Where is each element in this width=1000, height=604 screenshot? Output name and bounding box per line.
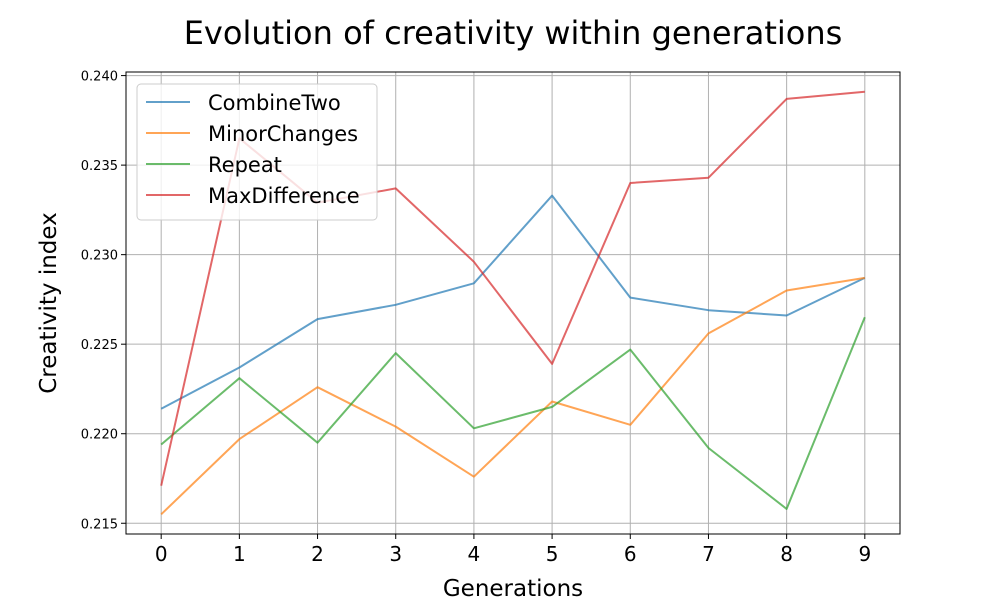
x-tick-label: 6 bbox=[624, 542, 637, 566]
y-tick-label: 0.230 bbox=[81, 249, 118, 264]
y-tick-label: 0.235 bbox=[81, 159, 118, 174]
plot-frame bbox=[125, 71, 901, 535]
legend-label: MinorChanges bbox=[208, 122, 358, 146]
x-tick-label: 7 bbox=[702, 542, 715, 566]
x-tick-label: 9 bbox=[858, 542, 871, 566]
chart-title: Evolution of creativity within generatio… bbox=[184, 14, 843, 52]
x-axis-label: Generations bbox=[443, 576, 583, 600]
y-tick-label: 0.220 bbox=[81, 428, 118, 443]
x-tick-label: 3 bbox=[389, 542, 402, 566]
y-tick-label: 0.240 bbox=[81, 70, 118, 85]
y-tick-label: 0.225 bbox=[81, 338, 118, 353]
y-tick-label: 0.215 bbox=[81, 517, 118, 532]
x-tick-label: 1 bbox=[233, 542, 246, 566]
x-tick-label: 5 bbox=[546, 542, 559, 566]
legend: CombineTwo MinorChanges Repeat MaxDifferenc… bbox=[136, 83, 378, 221]
y-axis-label: Creativity index bbox=[36, 212, 62, 394]
legend-label: CombineTwo bbox=[208, 91, 341, 115]
legend-label: MaxDifference bbox=[208, 184, 360, 208]
x-tick-label: 2 bbox=[311, 542, 324, 566]
x-axis-ticks: 0 1 2 3 4 5 6 7 8 9 bbox=[155, 534, 871, 566]
legend-label: Repeat bbox=[208, 153, 282, 177]
series-line-combinetwo bbox=[160, 194, 866, 410]
legend-frame bbox=[136, 83, 378, 221]
y-axis-ticks: 0.215 0.220 0.225 0.230 0.235 0.240 bbox=[81, 70, 126, 532]
x-tick-label: 4 bbox=[468, 542, 481, 566]
series-lines bbox=[160, 90, 866, 516]
series-line-repeat bbox=[160, 316, 866, 510]
series-line-minorchanges bbox=[160, 276, 865, 516]
x-tick-label: 8 bbox=[780, 542, 793, 566]
x-tick-label: 0 bbox=[155, 542, 168, 566]
grid-lines bbox=[126, 72, 900, 534]
